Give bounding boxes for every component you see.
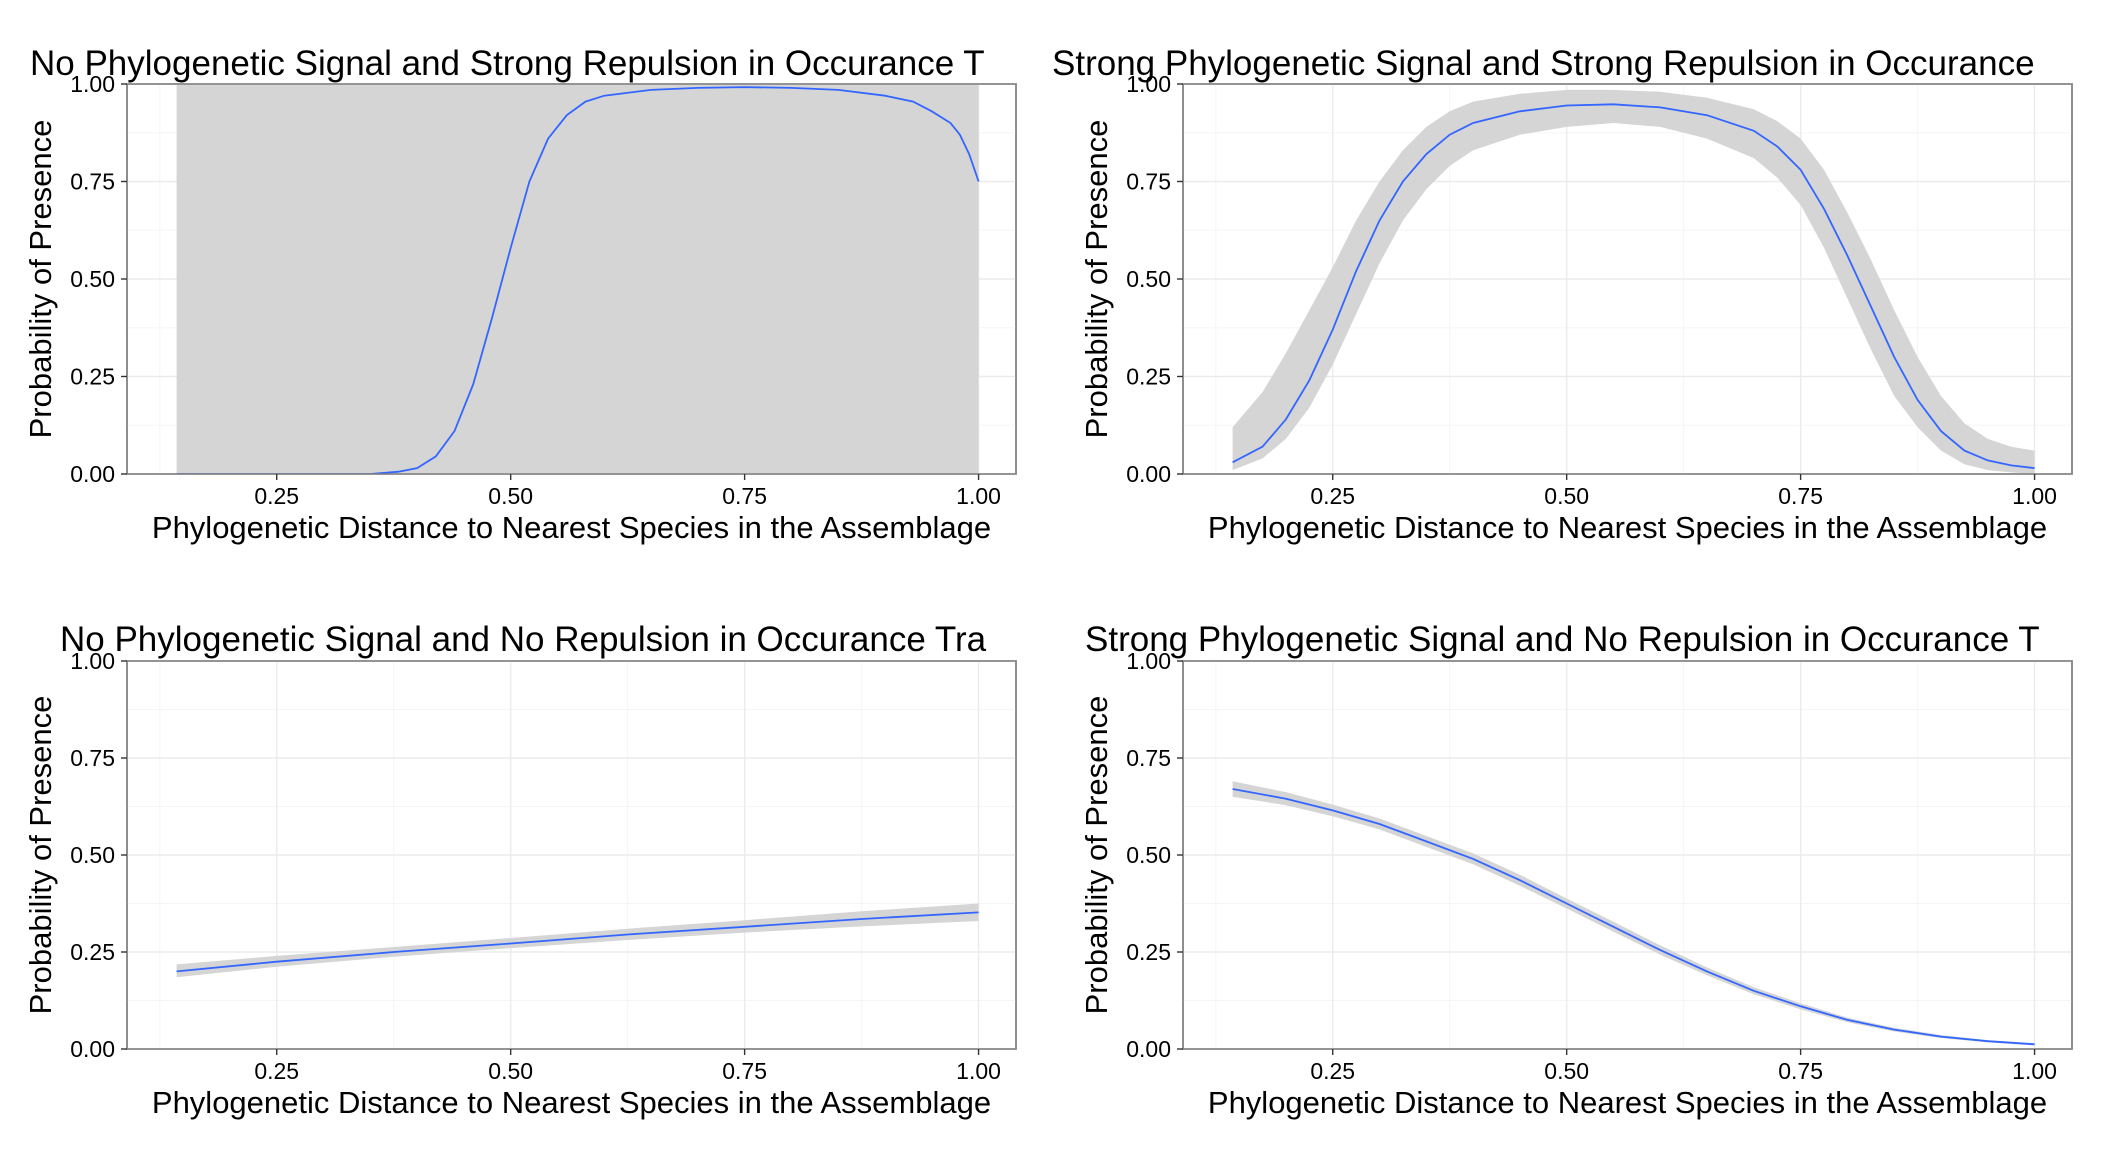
series-line — [1232, 788, 2035, 1046]
y-tick-label: 0.25 — [70, 364, 115, 390]
y-tick-label: 0.75 — [1126, 169, 1171, 195]
x-tick-label: 1.00 — [2012, 1058, 2057, 1084]
y-tick-label: 0.25 — [1126, 939, 1171, 965]
y-tick-label: 0.00 — [1126, 461, 1171, 487]
y-axis-title: Probability of Presence — [1079, 696, 1114, 1015]
y-tick-label: 0.00 — [70, 461, 115, 487]
x-tick-label: 0.25 — [254, 483, 299, 509]
confidence-ribbon — [176, 903, 979, 978]
chart-title: No Phylogenetic Signal and No Repulsion … — [60, 620, 987, 659]
y-tick-label: 0.75 — [1126, 745, 1171, 771]
x-tick-label: 0.75 — [1778, 483, 1823, 509]
y-tick-label: 0.50 — [1126, 842, 1171, 868]
chart-title: Strong Phylogenetic Signal and No Repuls… — [1085, 620, 2040, 659]
y-tick-label: 0.50 — [1126, 266, 1171, 292]
x-axis-title: Phylogenetic Distance to Nearest Species… — [1208, 510, 2047, 545]
x-tick-label: 0.50 — [1544, 483, 1589, 509]
x-tick-label: 0.75 — [1778, 1058, 1823, 1084]
y-tick-label: 1.00 — [70, 648, 115, 674]
chart-panel-3: 0.000.250.500.751.000.25 0.50 0.75 1.00Phyl… — [23, 620, 1017, 1120]
y-tick-label: 0.00 — [70, 1036, 115, 1062]
confidence-ribbon — [1232, 781, 2035, 1046]
y-tick-label: 0.75 — [70, 169, 115, 195]
y-tick-label: 0.75 — [70, 745, 115, 771]
y-tick-label: 1.00 — [70, 71, 115, 97]
x-tick-label: 0.50 — [1544, 1058, 1589, 1084]
chart-panel-1: 0.000.250.500.751.000.25 0.50 0.75 1.00Phyl… — [23, 44, 1017, 545]
chart-title: Strong Phylogenetic Signal and Strong Re… — [1052, 44, 2035, 83]
series-line — [176, 86, 980, 474]
series-line — [176, 911, 979, 973]
y-axis-title: Probability of Presence — [23, 120, 58, 439]
x-tick-label: 0.50 — [488, 483, 533, 509]
x-axis-title: Phylogenetic Distance to Nearest Species… — [152, 1085, 991, 1120]
x-tick-label: 1.00 — [2012, 483, 2057, 509]
series-line — [1232, 103, 2035, 469]
chart-panel-4: 0.000.250.500.751.000.25 0.50 0.75 1.00Phyl… — [1079, 620, 2073, 1120]
chart-panel-2: 0.000.250.500.751.000.25 0.50 0.75 1.00Phyl… — [1052, 44, 2073, 545]
y-axis-title: Probability of Presence — [1079, 120, 1114, 439]
y-axis-title: Probability of Presence — [23, 696, 58, 1015]
y-tick-label: 0.25 — [1126, 364, 1171, 390]
confidence-ribbon — [1232, 89, 2035, 474]
chart-title: No Phylogenetic Signal and Strong Repuls… — [30, 44, 985, 83]
y-tick-label: 1.00 — [1126, 71, 1171, 97]
x-tick-label: 1.00 — [956, 1058, 1001, 1084]
x-tick-label: 0.25 — [254, 1058, 299, 1084]
x-axis-title: Phylogenetic Distance to Nearest Species… — [1208, 1085, 2047, 1120]
x-tick-label: 0.25 — [1310, 483, 1355, 509]
x-tick-label: 0.75 — [722, 1058, 767, 1084]
y-tick-label: 0.25 — [70, 939, 115, 965]
y-tick-label: 0.50 — [70, 842, 115, 868]
y-tick-label: 0.00 — [1126, 1036, 1171, 1062]
x-tick-label: 0.75 — [722, 483, 767, 509]
y-tick-label: 0.50 — [70, 266, 115, 292]
confidence-ribbon — [176, 84, 979, 474]
x-tick-label: 0.50 — [488, 1058, 533, 1084]
x-tick-label: 1.00 — [956, 483, 1001, 509]
x-axis-title: Phylogenetic Distance to Nearest Species… — [152, 510, 991, 545]
y-tick-label: 1.00 — [1126, 648, 1171, 674]
x-tick-label: 0.25 — [1310, 1058, 1355, 1084]
